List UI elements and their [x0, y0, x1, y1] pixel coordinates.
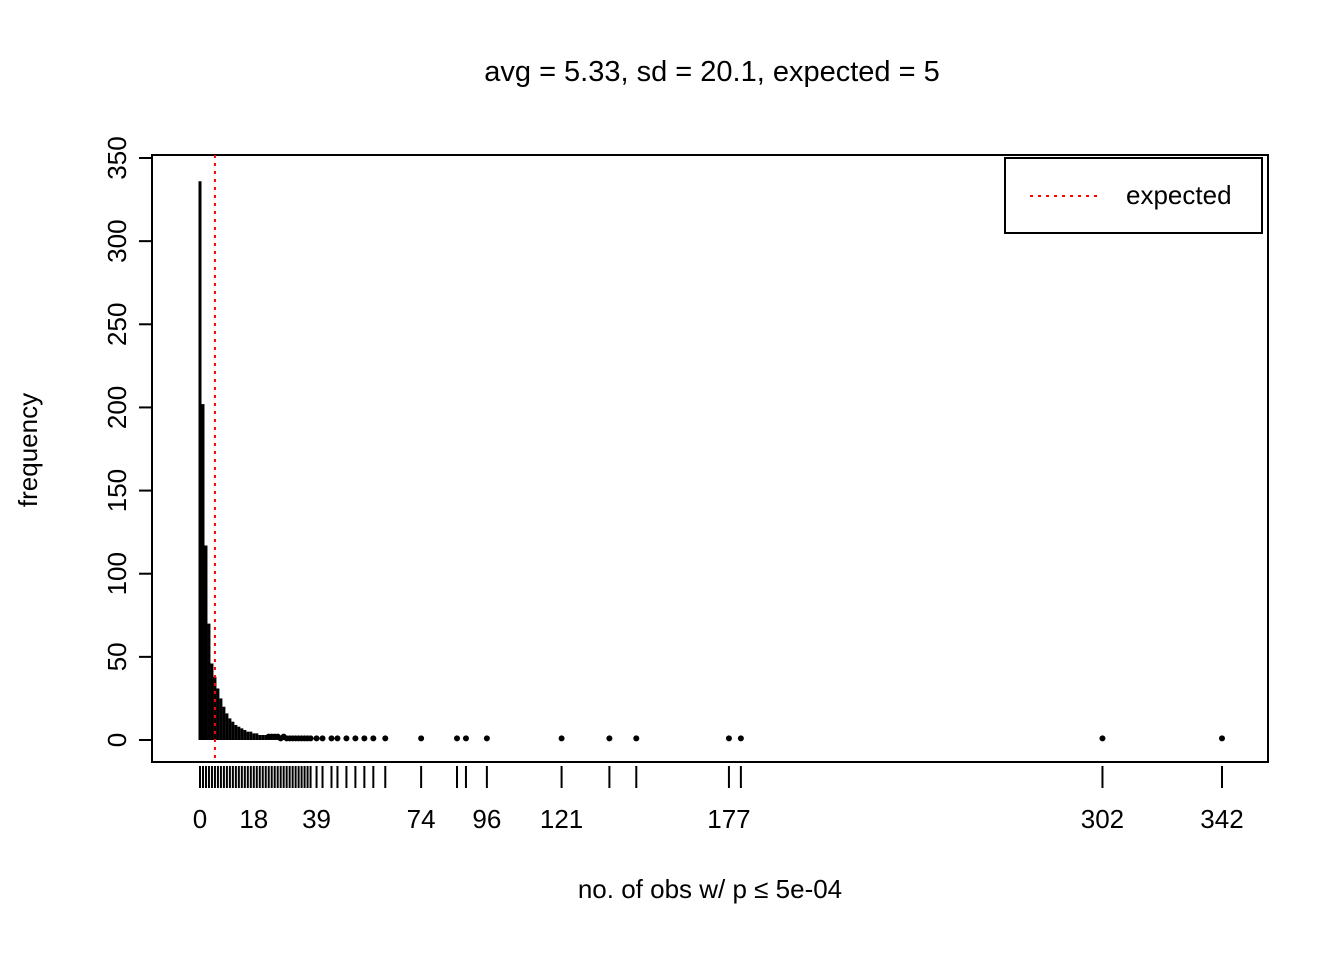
chart-title: avg = 5.33, sd = 20.1, expected = 5: [484, 56, 940, 88]
svg-text:100: 100: [102, 552, 132, 595]
plot-box: [151, 154, 1269, 763]
svg-text:342: 342: [1200, 804, 1243, 834]
svg-text:0: 0: [102, 733, 132, 747]
svg-text:39: 39: [302, 804, 331, 834]
frequency-bars: [198, 181, 1224, 740]
svg-text:50: 50: [102, 642, 132, 671]
svg-text:74: 74: [407, 804, 436, 834]
svg-text:121: 121: [540, 804, 583, 834]
svg-text:177: 177: [707, 804, 750, 834]
x-axis-tick-labels: 0 18 39 74 96 121 177 302 342: [193, 804, 1244, 834]
svg-text:0: 0: [193, 804, 207, 834]
legend-entry-label: expected: [1126, 180, 1232, 210]
svg-text:250: 250: [102, 303, 132, 346]
svg-text:302: 302: [1081, 804, 1124, 834]
y-axis-ticks: [139, 157, 152, 741]
legend-line-sample: [1030, 194, 1102, 197]
svg-text:96: 96: [472, 804, 501, 834]
rug-ticks: [199, 766, 1223, 788]
svg-text:200: 200: [102, 386, 132, 429]
legend: expected: [1004, 157, 1263, 234]
svg-text:150: 150: [102, 469, 132, 512]
tail-point-markers: [265, 733, 1225, 742]
svg-text:300: 300: [102, 219, 132, 262]
svg-text:18: 18: [239, 804, 268, 834]
x-axis-label: no. of obs w/ p ≤ 5e-04: [577, 874, 843, 904]
y-axis-tick-labels: 0 50 100 150 200 250 300 350: [102, 136, 132, 747]
svg-text:350: 350: [102, 136, 132, 179]
